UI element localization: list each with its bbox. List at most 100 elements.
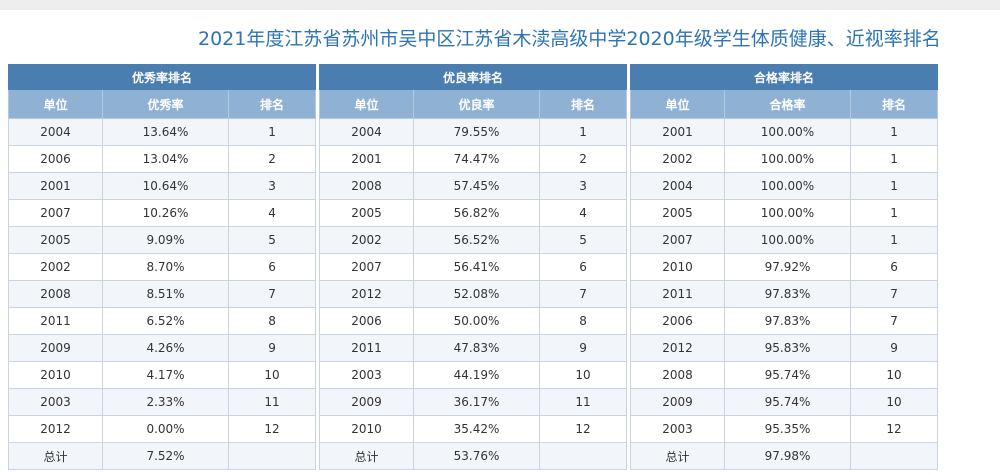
table-row: 2001 100.00% 1 xyxy=(630,118,939,146)
table-row: 2001 74.47% 2 xyxy=(319,145,628,173)
cell-rank: 1 xyxy=(227,118,317,146)
column-header-unit: 单位 xyxy=(8,89,103,119)
cell-rate: 0.00% xyxy=(102,415,229,443)
cell-rank: 5 xyxy=(538,226,628,254)
cell-rank: 11 xyxy=(227,388,317,416)
total-rate: 97.98% xyxy=(724,442,851,470)
table-row: 2008 57.45% 3 xyxy=(319,172,628,200)
cell-unit: 2002 xyxy=(630,145,725,173)
total-label: 总计 xyxy=(319,442,414,470)
table-row: 2012 52.08% 7 xyxy=(319,280,628,308)
table-row: 2001 10.64% 3 xyxy=(8,172,317,200)
cell-rank: 7 xyxy=(227,280,317,308)
total-row: 总计 53.76% xyxy=(319,442,628,470)
cell-rate: 8.70% xyxy=(102,253,229,281)
column-header-rate: 合格率 xyxy=(724,89,851,119)
cell-rank: 7 xyxy=(849,307,939,335)
cell-rate: 95.83% xyxy=(724,334,851,362)
table-row: 2007 10.26% 4 xyxy=(8,199,317,227)
cell-rate: 10.64% xyxy=(102,172,229,200)
table-caption: 优秀率排名 xyxy=(7,64,317,90)
table-row: 2011 97.83% 7 xyxy=(630,280,939,308)
page-title: 2021年度江苏省苏州市吴中区江苏省木渎高级中学2020年级学生体质健康、近视率… xyxy=(198,28,941,50)
column-header-unit: 单位 xyxy=(630,89,725,119)
cell-rate: 95.74% xyxy=(724,361,851,389)
cell-rate: 100.00% xyxy=(724,118,851,146)
cell-rank: 3 xyxy=(227,172,317,200)
cell-unit: 2009 xyxy=(319,388,414,416)
table-row: 2007 100.00% 1 xyxy=(630,226,939,254)
cell-unit: 2012 xyxy=(8,415,103,443)
cell-rank: 10 xyxy=(849,361,939,389)
cell-unit: 2005 xyxy=(319,199,414,227)
cell-rate: 47.83% xyxy=(413,334,540,362)
table-row: 2007 56.41% 6 xyxy=(319,253,628,281)
cell-rank: 12 xyxy=(849,415,939,443)
cell-unit: 2008 xyxy=(630,361,725,389)
table-row: 2010 35.42% 12 xyxy=(319,415,628,443)
table-row: 2002 100.00% 1 xyxy=(630,145,939,173)
table-row: 2008 8.51% 7 xyxy=(8,280,317,308)
table-row: 2004 79.55% 1 xyxy=(319,118,628,146)
cell-unit: 2011 xyxy=(8,307,103,335)
table-row: 2004 100.00% 1 xyxy=(630,172,939,200)
cell-rate: 97.83% xyxy=(724,307,851,335)
cell-rate: 97.83% xyxy=(724,280,851,308)
total-row: 总计 97.98% xyxy=(630,442,939,470)
top-strip xyxy=(0,0,1000,10)
cell-rank: 1 xyxy=(849,226,939,254)
cell-rate: 56.82% xyxy=(413,199,540,227)
cell-rank: 2 xyxy=(227,145,317,173)
cell-rank: 10 xyxy=(227,361,317,389)
cell-unit: 2004 xyxy=(630,172,725,200)
table-row: 2011 47.83% 9 xyxy=(319,334,628,362)
cell-unit: 2005 xyxy=(630,199,725,227)
cell-rank: 9 xyxy=(538,334,628,362)
cell-unit: 2010 xyxy=(319,415,414,443)
cell-unit: 2004 xyxy=(319,118,414,146)
cell-rate: 13.64% xyxy=(102,118,229,146)
table-row: 2012 95.83% 9 xyxy=(630,334,939,362)
cell-unit: 2009 xyxy=(8,334,103,362)
cell-rate: 8.51% xyxy=(102,280,229,308)
cell-rank: 1 xyxy=(849,199,939,227)
table-row: 2002 56.52% 5 xyxy=(319,226,628,254)
column-header-unit: 单位 xyxy=(319,89,414,119)
cell-unit: 2011 xyxy=(630,280,725,308)
table-row: 2003 44.19% 10 xyxy=(319,361,628,389)
cell-rank: 4 xyxy=(227,199,317,227)
cell-unit: 2003 xyxy=(319,361,414,389)
cell-rate: 4.17% xyxy=(102,361,229,389)
cell-rate: 97.92% xyxy=(724,253,851,281)
cell-unit: 2010 xyxy=(630,253,725,281)
cell-rate: 50.00% xyxy=(413,307,540,335)
good-rate-table: 优良率排名 单位 优良率 排名 2004 79.55% 1 2001 74.47% 2 20… xyxy=(318,64,628,470)
cell-rate: 10.26% xyxy=(102,199,229,227)
total-row: 总计 7.52% xyxy=(8,442,317,470)
cell-rank: 9 xyxy=(227,334,317,362)
cell-unit: 2009 xyxy=(630,388,725,416)
cell-rate: 100.00% xyxy=(724,226,851,254)
cell-rate: 36.17% xyxy=(413,388,540,416)
cell-unit: 2012 xyxy=(319,280,414,308)
cell-unit: 2007 xyxy=(8,199,103,227)
cell-rank: 1 xyxy=(849,172,939,200)
cell-rank: 1 xyxy=(538,118,628,146)
cell-unit: 2004 xyxy=(8,118,103,146)
pass-rate-table: 合格率排名 单位 合格率 排名 2001 100.00% 1 2002 100.00% 1… xyxy=(629,64,939,470)
total-label: 总计 xyxy=(8,442,103,470)
cell-rank: 12 xyxy=(227,415,317,443)
table-row: 2010 4.17% 10 xyxy=(8,361,317,389)
cell-unit: 2012 xyxy=(630,334,725,362)
total-rank xyxy=(227,442,317,470)
column-header-rank: 排名 xyxy=(227,89,317,119)
cell-rank: 11 xyxy=(538,388,628,416)
cell-unit: 2008 xyxy=(8,280,103,308)
cell-rank: 10 xyxy=(538,361,628,389)
cell-rank: 6 xyxy=(538,253,628,281)
cell-rate: 2.33% xyxy=(102,388,229,416)
table-row: 2008 95.74% 10 xyxy=(630,361,939,389)
cell-rank: 1 xyxy=(849,118,939,146)
cell-rank: 8 xyxy=(227,307,317,335)
table-row: 2006 97.83% 7 xyxy=(630,307,939,335)
